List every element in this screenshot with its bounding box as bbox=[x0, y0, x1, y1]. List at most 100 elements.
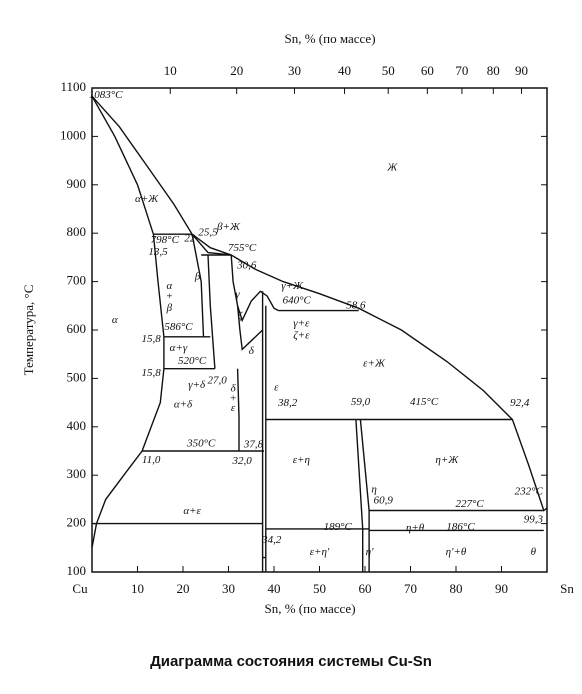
region-label: 350°C bbox=[186, 437, 216, 449]
y-tick-label: 500 bbox=[67, 369, 87, 384]
region-label: 99,3 bbox=[524, 513, 544, 525]
region-label: γ+δ bbox=[188, 379, 206, 391]
region-label: γ bbox=[235, 289, 240, 301]
top-tick-label: 30 bbox=[288, 63, 301, 78]
phase-boundary bbox=[355, 419, 364, 572]
region-label: η'+θ bbox=[446, 546, 467, 558]
region-label: 13,5 bbox=[148, 246, 168, 258]
phase-boundary bbox=[236, 368, 240, 451]
phase-boundary bbox=[207, 254, 216, 369]
top-tick-label: 10 bbox=[164, 63, 177, 78]
phase-boundary bbox=[91, 95, 548, 512]
region-label: α+γ bbox=[170, 342, 188, 354]
x-tick-label: 70 bbox=[404, 581, 417, 596]
region-label: 32,0 bbox=[232, 455, 253, 467]
region-label: 92,4 bbox=[510, 397, 530, 409]
region-label: δ bbox=[249, 345, 255, 357]
region-label: Ж bbox=[386, 161, 398, 173]
top-tick-label: 40 bbox=[338, 63, 351, 78]
y-tick-label: 600 bbox=[67, 321, 87, 336]
y-tick-label: 200 bbox=[67, 515, 87, 530]
region-label: 22 bbox=[184, 233, 196, 245]
region-label: + bbox=[166, 291, 173, 303]
phase-boundary bbox=[191, 234, 205, 337]
x-tick-label: Cu bbox=[72, 581, 88, 596]
region-label: 227°C bbox=[456, 498, 485, 510]
region-label: α bbox=[112, 314, 118, 326]
region-label: + bbox=[229, 392, 236, 404]
top-tick-label: 90 bbox=[515, 63, 528, 78]
top-tick-label: 70 bbox=[455, 63, 468, 78]
y-tick-label: 400 bbox=[67, 418, 87, 433]
phase-boundary bbox=[236, 305, 264, 351]
region-label: 186°C bbox=[446, 521, 475, 533]
region-label: α+ε bbox=[183, 505, 201, 517]
region-label: ε bbox=[274, 382, 279, 394]
region-label: 232°C bbox=[515, 486, 544, 498]
region-label: 60,9 bbox=[374, 494, 394, 506]
region-label: ε+Ж bbox=[363, 357, 386, 369]
y-tick-label: 100 bbox=[67, 563, 87, 578]
region-label: δ bbox=[230, 383, 236, 395]
x-tick-label: 20 bbox=[177, 581, 190, 596]
region-label: β bbox=[194, 270, 201, 282]
region-label: β bbox=[166, 302, 173, 314]
region-label: η+θ bbox=[406, 522, 425, 534]
x-tick-label: 90 bbox=[495, 581, 508, 596]
y-tick-label: 300 bbox=[67, 466, 87, 481]
phase-boundary bbox=[91, 234, 165, 548]
region-label: η+Ж bbox=[435, 454, 459, 466]
top-tick-label: 50 bbox=[382, 63, 395, 78]
region-label: 15,8 bbox=[142, 333, 162, 345]
region-label: 25,5 bbox=[198, 227, 218, 239]
region-label: 415°C bbox=[410, 396, 439, 408]
x-tick-label: Sn bbox=[560, 581, 574, 596]
x-axis-label: Sn, % (по массе) bbox=[264, 601, 355, 616]
x-tick-label: 40 bbox=[268, 581, 281, 596]
region-label: β+Ж bbox=[216, 221, 241, 233]
x-tick-label: 60 bbox=[359, 581, 372, 596]
region-label: 37,8 bbox=[243, 439, 264, 451]
region-label: 755°C bbox=[228, 242, 257, 254]
region-label: α+Ж bbox=[135, 193, 159, 205]
y-tick-label: 700 bbox=[67, 273, 87, 288]
region-label: γ+Ж bbox=[281, 280, 304, 292]
x-tick-label: 80 bbox=[450, 581, 463, 596]
region-label: 11,0 bbox=[142, 454, 161, 466]
region-label: η' bbox=[366, 546, 374, 558]
region-label: 15,8 bbox=[142, 367, 162, 379]
region-label: ε bbox=[231, 402, 236, 414]
y-tick-label: 1000 bbox=[60, 127, 86, 142]
top-tick-label: 60 bbox=[421, 63, 434, 78]
region-label: ε+η' bbox=[310, 546, 330, 558]
x-tick-label: 10 bbox=[131, 581, 144, 596]
x-tick-label: 50 bbox=[313, 581, 326, 596]
region-label: 1083°C bbox=[89, 89, 123, 101]
region-label: ε+η bbox=[293, 454, 310, 466]
region-label: α+δ bbox=[174, 399, 193, 411]
region-label: 586°C bbox=[164, 321, 193, 333]
phase-boundary bbox=[191, 233, 232, 256]
region-label: ζ+ε bbox=[293, 329, 310, 341]
region-label: 59,0 bbox=[351, 396, 371, 408]
region-label: 798°C bbox=[151, 234, 180, 246]
region-label: 520°C bbox=[178, 355, 207, 367]
region-label: 58,6 bbox=[346, 299, 366, 311]
x-tick-label: 30 bbox=[222, 581, 235, 596]
top-tick-label: 20 bbox=[230, 63, 243, 78]
y-tick-label: 800 bbox=[67, 224, 87, 239]
region-label: θ bbox=[531, 546, 537, 558]
region-label: 27,0 bbox=[208, 374, 228, 386]
region-label: α bbox=[166, 280, 172, 292]
region-label: 38,2 bbox=[277, 397, 298, 409]
y-tick-label: 1100 bbox=[60, 79, 86, 94]
phase-boundary bbox=[230, 254, 279, 323]
chart-title: Диаграмма состояния системы Cu-Sn bbox=[150, 653, 432, 670]
region-label: η bbox=[371, 483, 376, 495]
phase-boundary bbox=[91, 95, 155, 235]
region-label: 30,6 bbox=[236, 260, 257, 272]
region-label: 34,2 bbox=[261, 534, 282, 546]
top-tick-label: 80 bbox=[487, 63, 500, 78]
region-label: 640°C bbox=[283, 294, 312, 306]
